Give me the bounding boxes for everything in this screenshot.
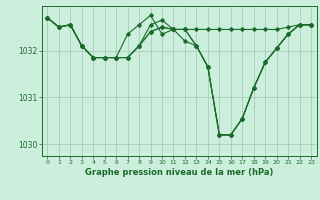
X-axis label: Graphe pression niveau de la mer (hPa): Graphe pression niveau de la mer (hPa) xyxy=(85,168,273,177)
